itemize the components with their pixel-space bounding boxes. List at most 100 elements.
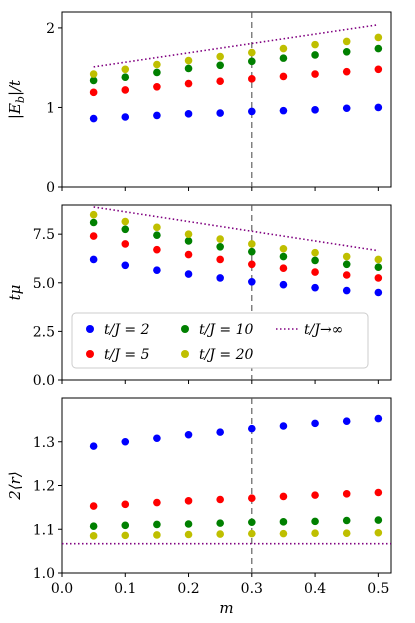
panel-3-xtick-label: 0.5 (367, 581, 389, 597)
panel-1-point-series-3 (248, 57, 256, 66)
panel-2-point-series-1 (121, 261, 130, 270)
panel-3-point-series-3 (121, 521, 130, 530)
panel-3-point-series-2 (248, 494, 256, 502)
panel-3-point-series-1 (311, 419, 319, 428)
panel-1-ytick-label: 2 (46, 21, 55, 37)
panel-1-point-series-2 (121, 86, 130, 94)
panel-2-point-series-2 (121, 240, 130, 248)
panel-2-point-series-2 (89, 232, 98, 240)
panel-1-point-series-3 (279, 54, 288, 62)
panel-3-point-series-3 (248, 518, 256, 527)
panel-3-xlabel: m (219, 599, 233, 617)
panel-3-point-series-1 (89, 442, 98, 450)
panel-2-point-series-3 (248, 247, 256, 256)
panel-2-point-series-4 (216, 235, 224, 243)
panel-2-point-series-2 (216, 255, 224, 264)
panel-3-point-series-4 (248, 529, 256, 538)
panel-2-point-series-4 (89, 210, 98, 219)
panel-2-point-series-3 (121, 225, 130, 234)
panel-3-xtick-label: 0.1 (114, 581, 136, 597)
panel-3-point-series-1 (153, 434, 161, 443)
panel-2-point-series-3 (279, 252, 288, 261)
panel-3-point-series-3 (374, 516, 383, 524)
panel-3-point-series-2 (184, 497, 193, 505)
panel-3-point-series-2 (216, 495, 224, 504)
panel-3-point-series-2 (121, 500, 130, 509)
panel-3: 1.0 1.1 1.2 1.3 0.0 0.1 0.2 0.3 0.4 0.5 2⟨r⟩ m (6, 397, 392, 617)
panel-1-point-series-2 (374, 65, 383, 74)
panel-1-point-series-2 (279, 72, 288, 81)
panel-1-point-series-3 (121, 73, 130, 82)
panel-1-frame (61, 11, 392, 188)
panel-1-point-series-1 (121, 113, 130, 121)
panel-3-ytick-label: 1.2 (33, 479, 55, 495)
panel-3-point-series-1 (121, 437, 130, 446)
legend-label: t/J = 20 (199, 347, 253, 363)
panel-1-point-series-2 (153, 82, 161, 91)
panel-2-point-series-4 (311, 248, 319, 257)
panel-3-point-series-4 (342, 529, 351, 537)
panel-2-point-series-4 (374, 255, 383, 264)
panel-1-ylabel: |Eb|/t (6, 79, 27, 119)
panel-3-point-series-3 (184, 520, 193, 528)
panel-3-point-series-4 (153, 531, 161, 539)
panel-1-point-series-1 (374, 103, 383, 112)
legend-marker (86, 350, 94, 358)
panel-1-point-series-3 (89, 76, 98, 85)
panel-3-point-series-3 (153, 520, 161, 529)
panel-3-point-series-1 (216, 428, 224, 436)
panel-3-frame (61, 397, 392, 574)
legend-label: t/J = 2 (104, 322, 150, 338)
panel-2-ytick-label: 0.0 (33, 373, 55, 389)
panel-2-point-series-2 (248, 260, 256, 269)
panel-2-frame (61, 204, 392, 381)
panel-1-point-series-3 (342, 47, 351, 56)
panel-3-xtick-label: 0.4 (304, 581, 326, 597)
panel-1-point-series-2 (184, 79, 193, 88)
panel-1-point-series-3 (216, 61, 224, 70)
panel-3-point-series-3 (279, 518, 288, 526)
panel-2-limit-line (93, 206, 379, 252)
panel-1: 0 1 2 |Eb|/t (6, 11, 392, 196)
panel-3-point-series-4 (311, 529, 319, 537)
panel-3-point-series-4 (89, 532, 98, 540)
panel-2-point-series-1 (342, 286, 351, 295)
panel-2-point-series-3 (342, 260, 351, 269)
panel-2-point-series-4 (121, 217, 130, 226)
panel-2-point-series-1 (153, 266, 161, 274)
panel-1-point-series-4 (121, 65, 130, 74)
panel-3-ytick-label: 1.1 (33, 522, 55, 538)
legend-marker (181, 350, 189, 358)
panel-1-point-series-4 (216, 52, 224, 61)
panel-1-point-series-4 (248, 48, 256, 57)
panel-2-point-series-1 (89, 255, 98, 264)
panel-3-point-series-2 (374, 488, 383, 497)
panel-3-point-series-4 (121, 531, 130, 540)
panel-3-point-series-3 (311, 517, 319, 526)
panel-3-point-series-1 (184, 430, 193, 439)
panel-2-point-series-4 (279, 244, 288, 253)
panel-2-ytick-label: 2.5 (33, 324, 55, 340)
panel-1-point-series-2 (248, 75, 256, 83)
panel-2-point-series-3 (184, 237, 193, 245)
panel-1-ytick-label: 1 (46, 100, 55, 116)
panel-2-point-series-2 (184, 250, 193, 259)
panel-3-ylabel: 2⟨r⟩ (6, 471, 24, 500)
panel-1-point-series-4 (342, 37, 351, 46)
panel-1-point-series-2 (89, 88, 98, 97)
panel-3-point-series-1 (279, 422, 288, 430)
panel-1-point-series-4 (374, 33, 383, 42)
panel-2-ytick-label: 5.0 (33, 276, 55, 292)
panel-1-point-series-4 (153, 60, 161, 69)
legend-label: t/J = 5 (104, 347, 150, 363)
legend-box (71, 312, 369, 369)
panel-2-point-series-2 (279, 264, 288, 272)
panel-3-xtick-label: 0.0 (51, 581, 73, 597)
legend-label: t/J = 10 (199, 322, 253, 338)
panel-2-point-series-3 (153, 231, 161, 239)
panel-3-xtick-label: 0.3 (241, 581, 263, 597)
panel-2-point-series-2 (374, 274, 383, 282)
panel-3-point-series-2 (342, 490, 351, 498)
panel-1-point-series-3 (311, 51, 319, 59)
